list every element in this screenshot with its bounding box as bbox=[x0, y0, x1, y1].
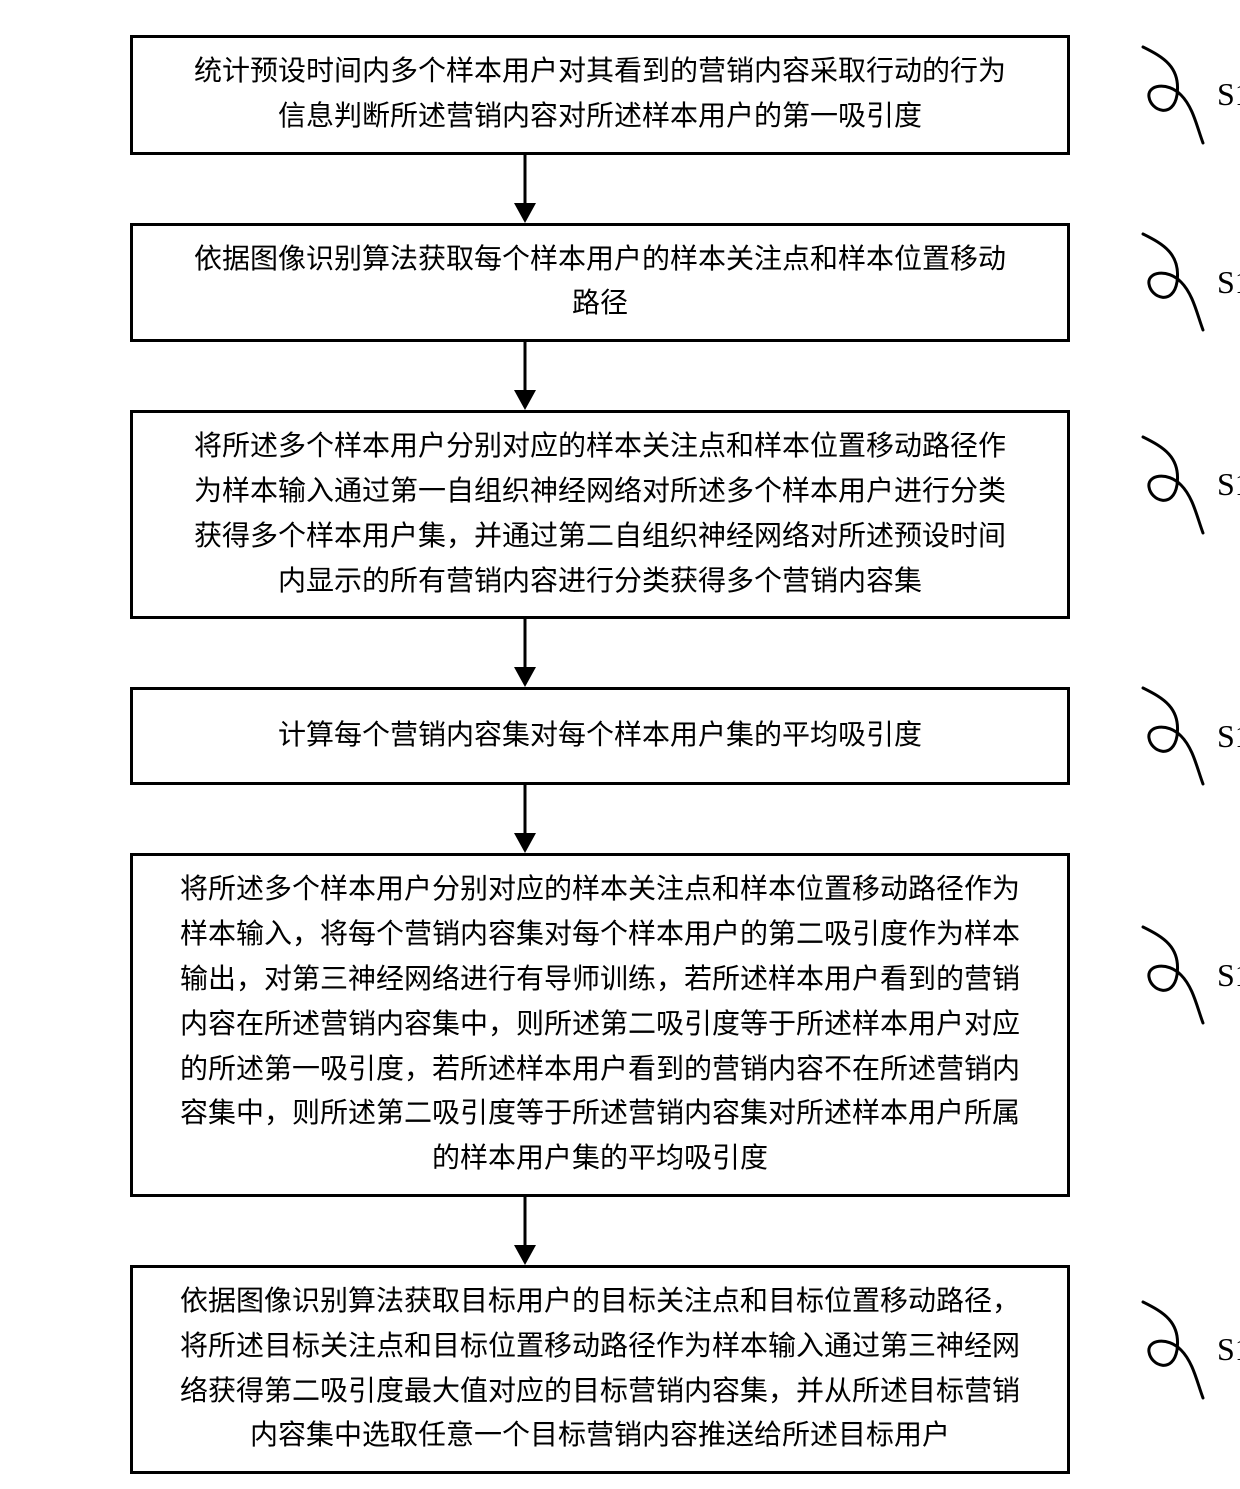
flow-box-S101: 统计预设时间内多个样本用户对其看到的营销内容采取行动的行为 信息判断所述营销内容… bbox=[130, 35, 1070, 155]
flow-arrow bbox=[55, 785, 995, 853]
flow-arrow bbox=[55, 619, 995, 687]
flow-arrow bbox=[55, 1197, 995, 1265]
flow-box-S105: 将所述多个样本用户分别对应的样本关注点和样本位置移动路径作为 样本输入，将每个营… bbox=[130, 853, 1070, 1197]
flow-arrow bbox=[55, 342, 995, 410]
arrow-down-icon bbox=[512, 1197, 538, 1265]
step-label: S104 bbox=[1217, 718, 1240, 755]
step-label-wrap: S101 bbox=[1137, 45, 1240, 145]
flow-box-text: 计算每个营销内容集对每个样本用户集的平均吸引度 bbox=[278, 714, 922, 759]
step-label: S103 bbox=[1217, 466, 1240, 503]
arrow-down-icon bbox=[512, 155, 538, 223]
step-label-wrap: S105 bbox=[1137, 925, 1240, 1025]
step-label: S101 bbox=[1217, 76, 1240, 113]
flow-step-S103: 将所述多个样本用户分别对应的样本关注点和样本位置移动路径作 为样本输入通过第一自… bbox=[55, 410, 1145, 619]
flow-step-S104: 计算每个营销内容集对每个样本用户集的平均吸引度S104 bbox=[55, 687, 1145, 785]
flow-step-S105: 将所述多个样本用户分别对应的样本关注点和样本位置移动路径作为 样本输入，将每个营… bbox=[55, 853, 1145, 1197]
flow-box-text: 统计预设时间内多个样本用户对其看到的营销内容采取行动的行为 信息判断所述营销内容… bbox=[194, 50, 1006, 140]
squiggle-icon bbox=[1137, 686, 1209, 786]
step-label: S102 bbox=[1217, 264, 1240, 301]
step-label-wrap: S103 bbox=[1137, 435, 1240, 535]
flow-step-S106: 依据图像识别算法获取目标用户的目标关注点和目标位置移动路径， 将所述目标关注点和… bbox=[55, 1265, 1145, 1474]
squiggle-icon bbox=[1137, 435, 1209, 535]
flow-box-S106: 依据图像识别算法获取目标用户的目标关注点和目标位置移动路径， 将所述目标关注点和… bbox=[130, 1265, 1070, 1474]
flow-box-S102: 依据图像识别算法获取每个样本用户的样本关注点和样本位置移动 路径 bbox=[130, 223, 1070, 343]
flow-box-text: 依据图像识别算法获取目标用户的目标关注点和目标位置移动路径， 将所述目标关注点和… bbox=[180, 1280, 1020, 1459]
flow-arrow bbox=[55, 155, 995, 223]
step-label-wrap: S106 bbox=[1137, 1300, 1240, 1400]
flow-step-S102: 依据图像识别算法获取每个样本用户的样本关注点和样本位置移动 路径S102 bbox=[55, 223, 1145, 343]
flow-box-text: 依据图像识别算法获取每个样本用户的样本关注点和样本位置移动 路径 bbox=[194, 238, 1006, 328]
arrow-down-icon bbox=[512, 619, 538, 687]
squiggle-icon bbox=[1137, 1300, 1209, 1400]
flowchart-container: 统计预设时间内多个样本用户对其看到的营销内容采取行动的行为 信息判断所述营销内容… bbox=[55, 35, 1145, 1474]
step-label: S106 bbox=[1217, 1331, 1240, 1368]
step-label-wrap: S104 bbox=[1137, 686, 1240, 786]
squiggle-icon bbox=[1137, 925, 1209, 1025]
flow-box-S104: 计算每个营销内容集对每个样本用户集的平均吸引度 bbox=[130, 687, 1070, 785]
flow-step-S101: 统计预设时间内多个样本用户对其看到的营销内容采取行动的行为 信息判断所述营销内容… bbox=[55, 35, 1145, 155]
step-label: S105 bbox=[1217, 957, 1240, 994]
squiggle-icon bbox=[1137, 232, 1209, 332]
flow-box-text: 将所述多个样本用户分别对应的样本关注点和样本位置移动路径作为 样本输入，将每个营… bbox=[180, 868, 1020, 1182]
arrow-down-icon bbox=[512, 342, 538, 410]
step-label-wrap: S102 bbox=[1137, 232, 1240, 332]
flow-box-S103: 将所述多个样本用户分别对应的样本关注点和样本位置移动路径作 为样本输入通过第一自… bbox=[130, 410, 1070, 619]
squiggle-icon bbox=[1137, 45, 1209, 145]
arrow-down-icon bbox=[512, 785, 538, 853]
flow-box-text: 将所述多个样本用户分别对应的样本关注点和样本位置移动路径作 为样本输入通过第一自… bbox=[194, 425, 1006, 604]
